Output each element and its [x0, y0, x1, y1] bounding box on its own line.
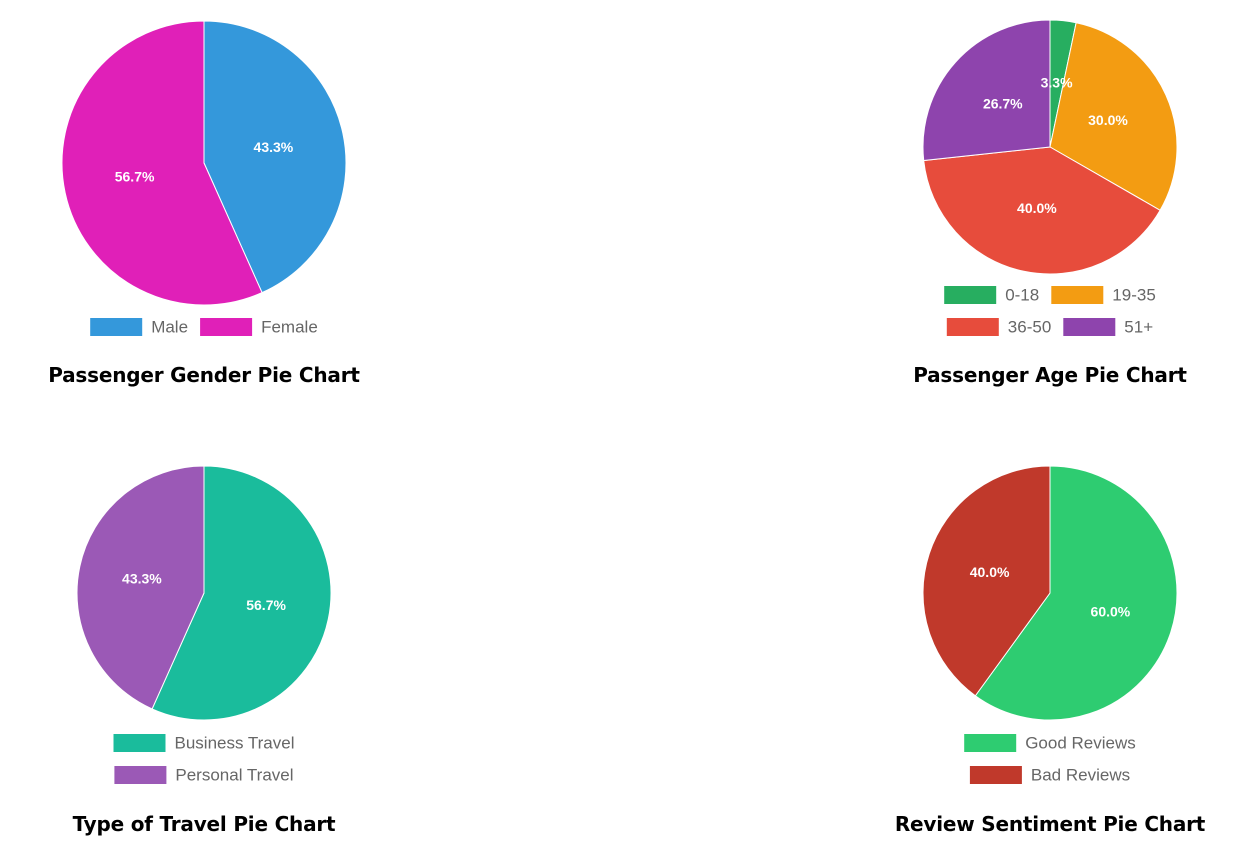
legend-item-bad-reviews[interactable]: Bad Reviews: [969, 765, 1130, 784]
legend-swatch: [200, 318, 253, 336]
slice-label-personal-travel: 43.3%: [122, 570, 162, 586]
travel-type-pie-svg: 56.7% 43.3% Business Travel Personal Travel: [76, 465, 332, 784]
legend-item-0-18[interactable]: 0-18: [944, 285, 1039, 304]
legend-swatch: [946, 318, 999, 336]
legend-label: 36-50: [1008, 317, 1051, 336]
legend-item-36-50[interactable]: 36-50: [946, 317, 1051, 336]
pie-slice-bad-reviews[interactable]: [922, 465, 1051, 697]
pie-slice-36-50[interactable]: [923, 146, 1161, 275]
legend-item-19-35[interactable]: 19-35: [1051, 285, 1156, 304]
slice-label-19-35: 30.0%: [1088, 112, 1128, 128]
chart-legend: Good Reviews Bad Reviews: [964, 733, 1136, 784]
pie-slice-female[interactable]: [61, 20, 263, 306]
slice-label-female: 56.7%: [115, 169, 155, 185]
slice-label-36-50: 40.0%: [1017, 200, 1057, 216]
pie-slice-19-35[interactable]: [1049, 22, 1178, 211]
legend-swatch: [944, 286, 997, 304]
legend-item-51[interactable]: 51+: [1063, 317, 1153, 336]
slice-labels: 60.0% 40.0%: [970, 564, 1131, 619]
age-chart-title: Passenger Age Pie Chart: [913, 363, 1187, 387]
slice-labels: 43.3% 56.7%: [115, 139, 294, 185]
pie-slices: [922, 19, 1178, 275]
legend-label: 19-35: [1112, 285, 1155, 304]
legend-label: Bad Reviews: [1031, 765, 1130, 784]
age-pie-svg: 3.3% 30.0% 40.0% 26.7% 0-18 19-35 36-50 51+: [922, 19, 1178, 336]
chart-legend: Male Female: [90, 317, 318, 336]
legend-item-male[interactable]: Male: [90, 317, 188, 336]
legend-label: 0-18: [1005, 285, 1039, 304]
gender-chart-title: Passenger Gender Pie Chart: [48, 363, 360, 387]
review-sentiment-chart-title: Review Sentiment Pie Chart: [894, 812, 1206, 836]
gender-pie-svg: 43.3% 56.7% Male Female: [61, 20, 347, 336]
pie-slice-male[interactable]: [203, 20, 347, 294]
gender-pie-chart: 43.3% 56.7% Male Female Passenger Gender Pi…: [44, 10, 364, 400]
legend-swatch: [1051, 286, 1104, 304]
legend-label: 51+: [1124, 317, 1153, 336]
slice-label-0-18: 3.3%: [1041, 75, 1073, 91]
pie-slice-good-reviews[interactable]: [974, 465, 1178, 721]
legend-swatch: [90, 318, 143, 336]
chart-legend: Business Travel Personal Travel: [113, 733, 295, 784]
legend-item-personal-travel[interactable]: Personal Travel: [114, 765, 294, 784]
legend-item-female[interactable]: Female: [200, 317, 318, 336]
travel-type-chart-title: Type of Travel Pie Chart: [72, 812, 336, 836]
slice-labels: 56.7% 43.3%: [122, 570, 286, 613]
travel-type-pie-chart: 56.7% 43.3% Business Travel Personal Travel…: [44, 456, 364, 846]
legend-item-good-reviews[interactable]: Good Reviews: [964, 733, 1136, 752]
slice-label-bad-reviews: 40.0%: [970, 564, 1010, 580]
pie-slices: [76, 465, 332, 721]
legend-label: Female: [261, 317, 318, 336]
legend-label: Business Travel: [175, 733, 295, 752]
legend-label: Male: [151, 317, 188, 336]
slice-label-good-reviews: 60.0%: [1091, 603, 1131, 619]
pie-slice-51[interactable]: [922, 19, 1051, 162]
slice-label-51: 26.7%: [983, 95, 1023, 111]
legend-swatch: [969, 766, 1022, 784]
chart-legend: 0-18 19-35 36-50 51+: [944, 285, 1156, 336]
legend-item-business-travel[interactable]: Business Travel: [113, 733, 295, 752]
legend-label: Good Reviews: [1025, 733, 1136, 752]
legend-swatch: [113, 734, 166, 752]
pie-slice-business-travel[interactable]: [151, 465, 332, 721]
pie-slices: [61, 20, 347, 306]
age-pie-chart: 3.3% 30.0% 40.0% 26.7% 0-18 19-35 36-50 51+ Pas…: [890, 10, 1210, 400]
legend-swatch: [964, 734, 1017, 752]
review-sentiment-pie-svg: 60.0% 40.0% Good Reviews Bad Reviews: [922, 465, 1178, 784]
slice-label-male: 43.3%: [254, 139, 294, 155]
legend-swatch: [114, 766, 167, 784]
review-sentiment-pie-chart: 60.0% 40.0% Good Reviews Bad Reviews Review…: [890, 456, 1210, 846]
pie-slice-personal-travel[interactable]: [76, 465, 205, 710]
slice-labels: 3.3% 30.0% 40.0% 26.7%: [983, 75, 1128, 216]
legend-swatch: [1063, 318, 1116, 336]
pie-slices: [922, 465, 1178, 721]
slice-label-business-travel: 56.7%: [246, 597, 286, 613]
legend-label: Personal Travel: [175, 765, 293, 784]
